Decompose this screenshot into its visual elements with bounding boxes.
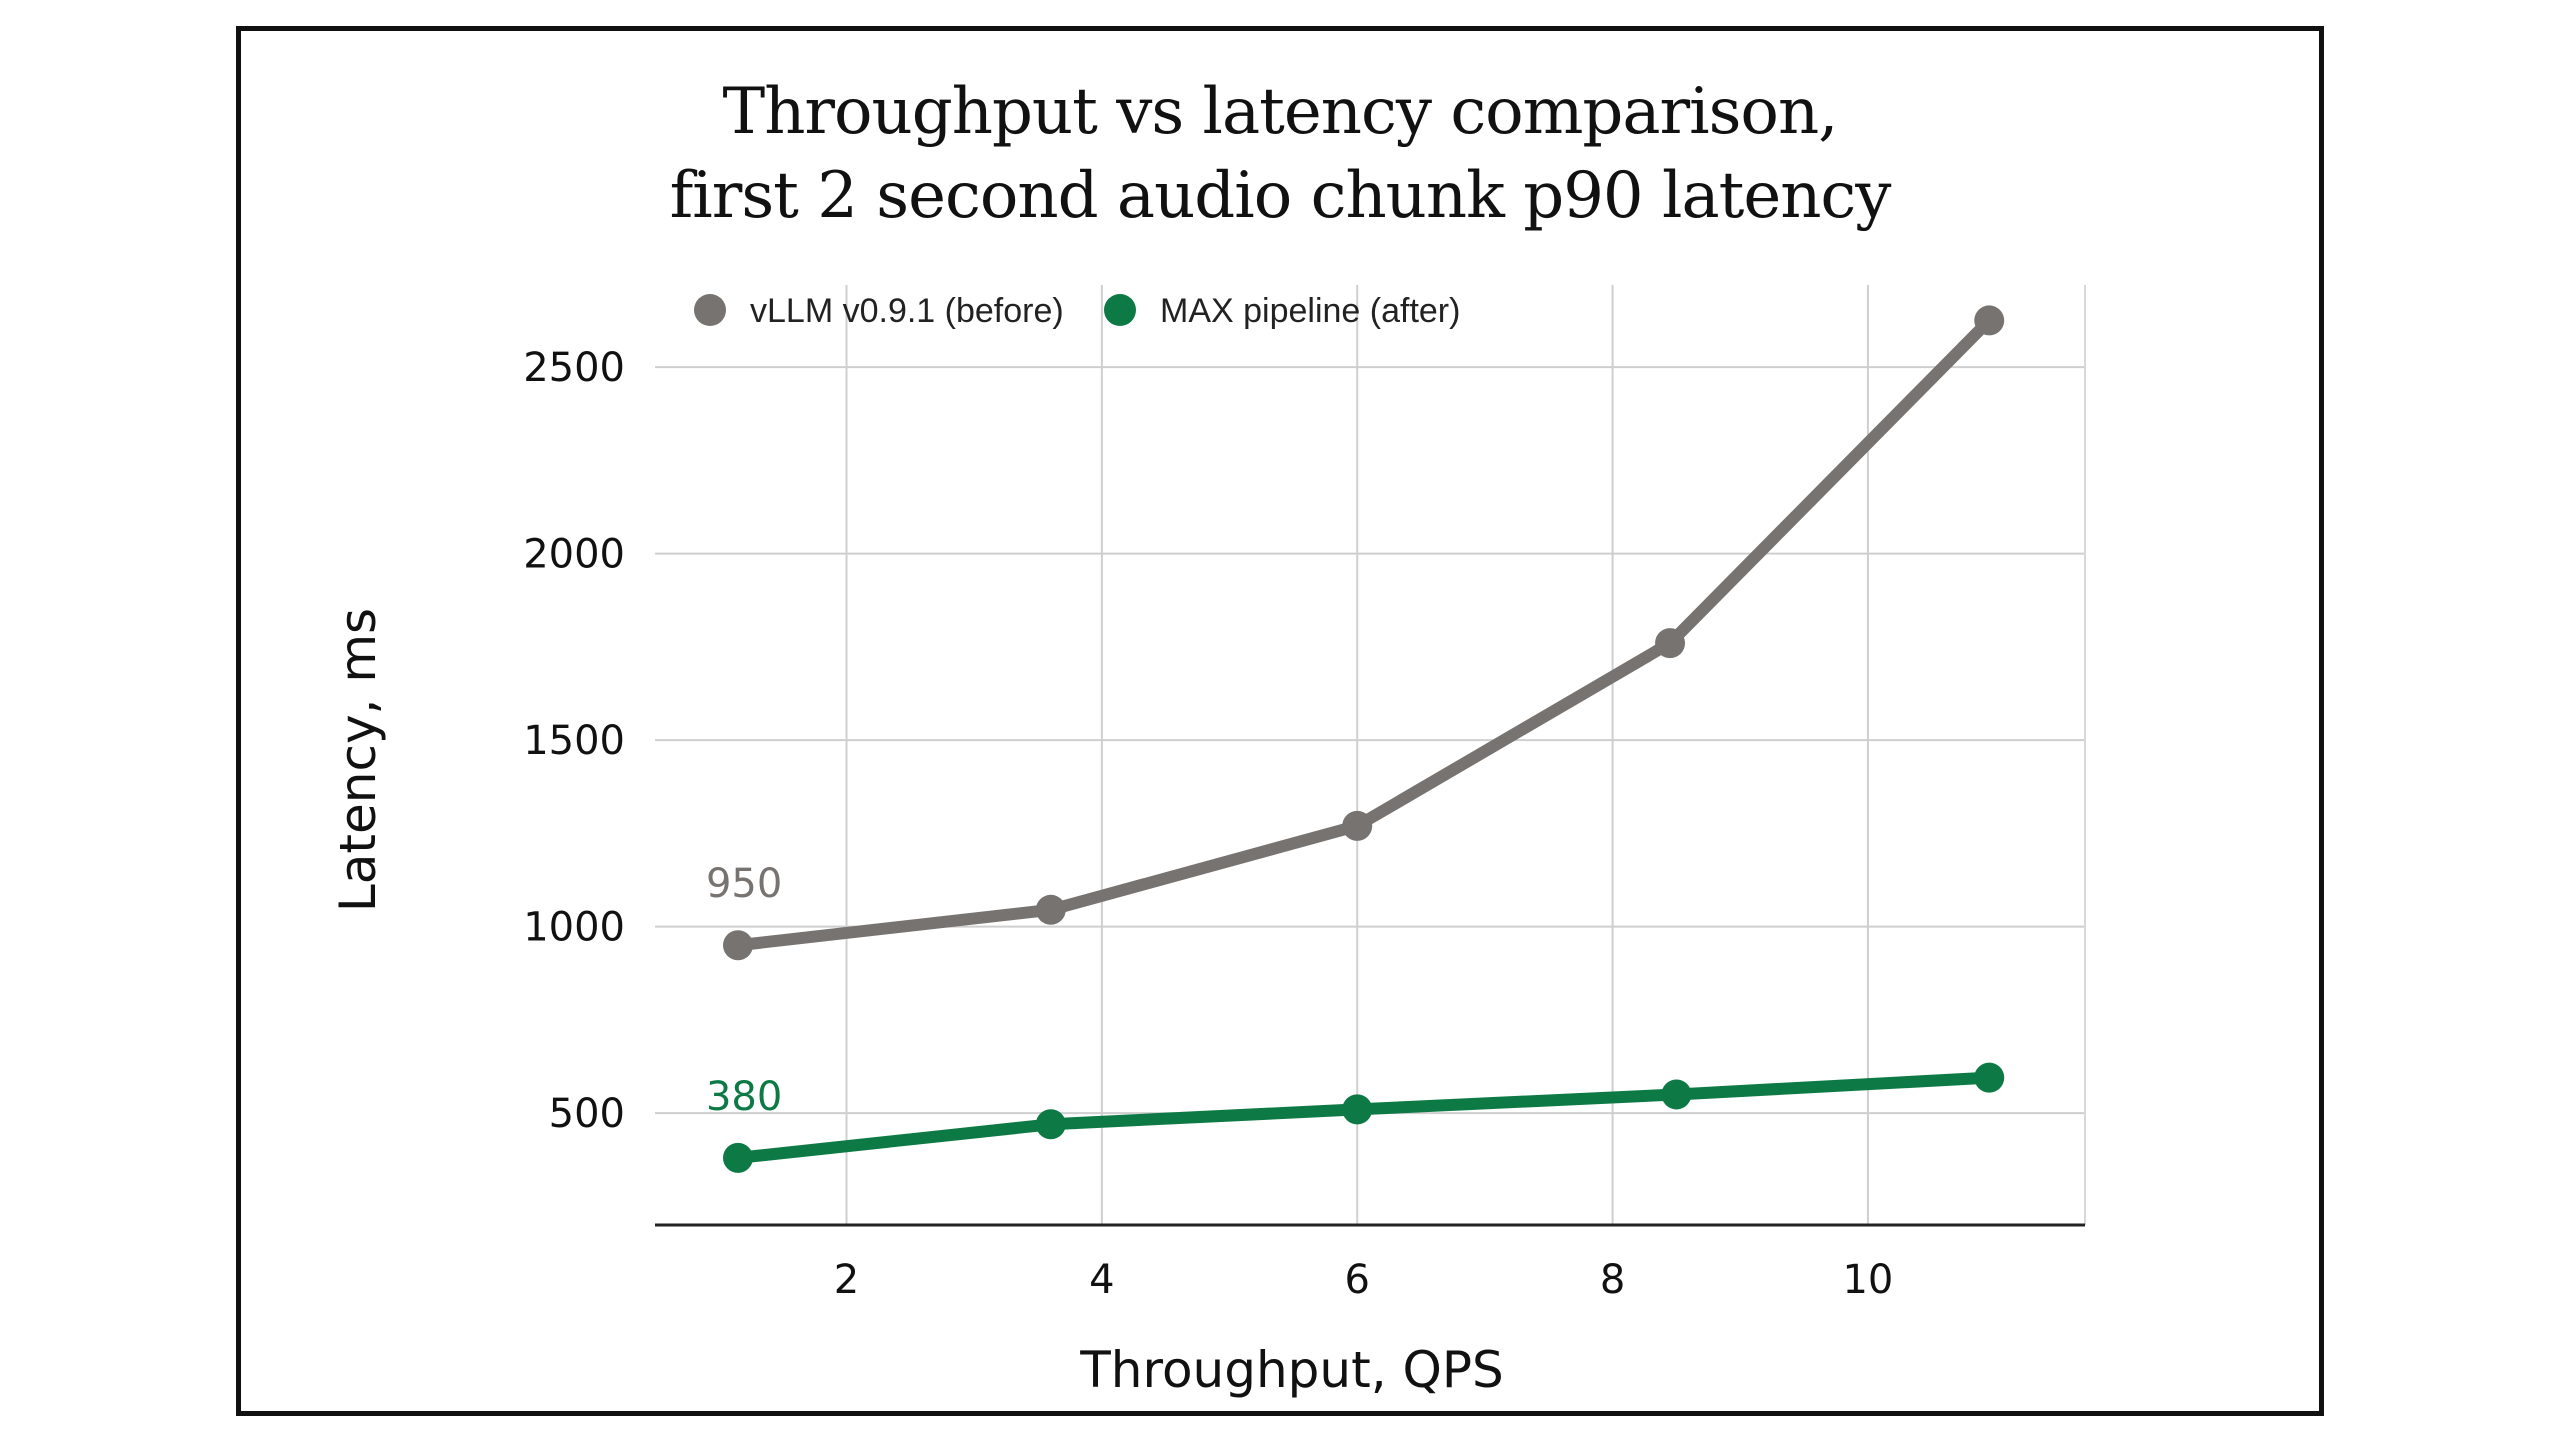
series-point [1974, 1062, 2005, 1093]
series-point [722, 930, 753, 961]
data-label: 950 [706, 861, 782, 907]
y-axis-title: Latency, ms [329, 608, 387, 912]
series-point [1035, 1109, 1066, 1140]
tick-labels: 2 4 6 8 10 500 1000 1500 2000 2500 [523, 345, 1893, 1303]
x-tick-label: 4 [1089, 1257, 1114, 1303]
x-tick-label: 10 [1842, 1257, 1893, 1303]
series-line [731, 314, 1996, 952]
chart-subtitle: first 2 second audio chunk p90 latency [669, 159, 1892, 233]
legend: vLLM v0.9.1 (before) MAX pipeline (after) [694, 292, 1460, 330]
series-point [1655, 628, 1686, 659]
chart-title-block: Throughput vs latency comparison, first … [236, 70, 2324, 238]
x-axis-title: Throughput, QPS [1079, 1341, 1503, 1399]
series-point [1974, 305, 2005, 336]
series-group: 950 380 [706, 305, 2005, 1173]
x-tick-label: 8 [1600, 1257, 1625, 1303]
legend-marker [1104, 294, 1136, 326]
chart-frame [236, 26, 2324, 1416]
series-point [1342, 810, 1373, 841]
series-point [722, 1142, 753, 1173]
y-tick-label: 2000 [523, 532, 625, 578]
series-point [1035, 894, 1066, 925]
legend-marker [694, 294, 726, 326]
x-tick-label: 2 [834, 1257, 859, 1303]
y-tick-label: 500 [549, 1091, 625, 1137]
series-point [1342, 1094, 1373, 1125]
x-tick-label: 6 [1345, 1257, 1370, 1303]
data-label: 380 [706, 1074, 782, 1120]
y-tick-label: 2500 [523, 345, 625, 391]
legend-label: MAX pipeline (after) [1160, 292, 1460, 330]
legend-label: vLLM v0.9.1 (before) [750, 292, 1064, 330]
y-tick-label: 1000 [523, 905, 625, 951]
chart-title: Throughput vs latency comparison, [722, 75, 1839, 149]
y-tick-label: 1500 [523, 718, 625, 764]
series-point [1661, 1079, 1692, 1110]
